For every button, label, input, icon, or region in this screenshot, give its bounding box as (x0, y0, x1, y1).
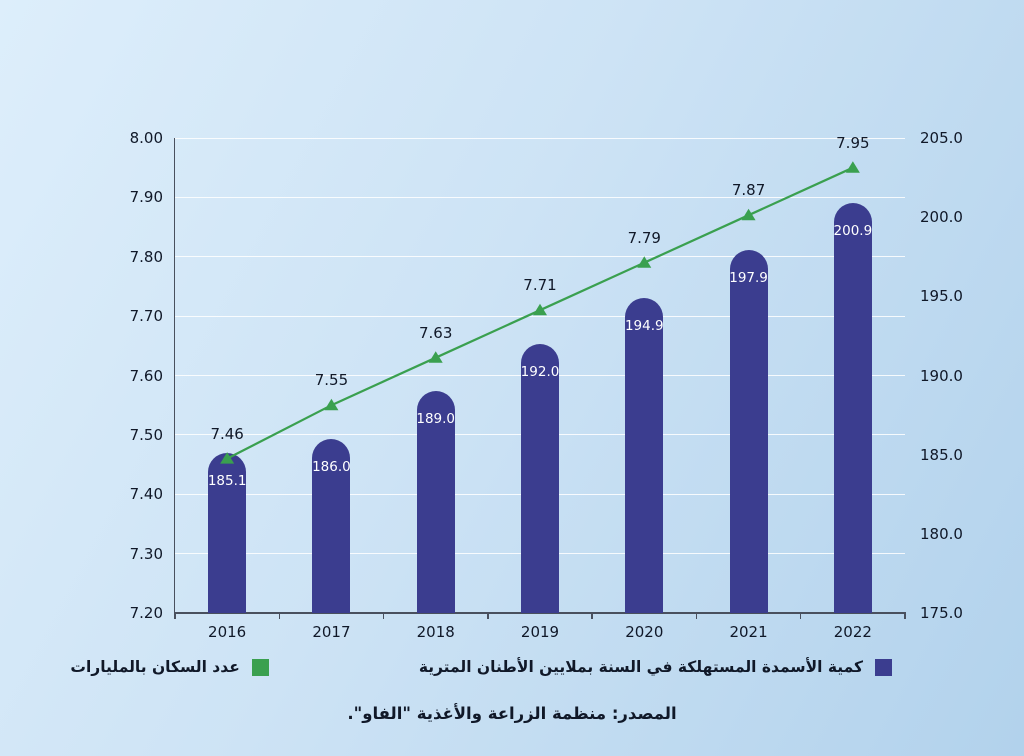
gridline (175, 315, 905, 317)
bar (521, 343, 559, 613)
legend-item-fertilizer: كمية الأسمدة المستهلكة في السنة بملايين … (419, 658, 892, 676)
x-axis-tick (695, 613, 698, 619)
legend: كمية الأسمدة المستهلكة في السنة بملايين … (70, 658, 892, 676)
bar-value-label: 189.0 (416, 411, 456, 428)
x-axis-label: 2018 (416, 623, 455, 641)
y-axis-label-left: 7.50 (129, 425, 163, 444)
x-axis-tick (174, 613, 176, 619)
bar (208, 453, 247, 613)
y-axis-label-right: 175.0 (920, 604, 963, 622)
bar-value-label: 185.1 (207, 473, 247, 490)
fertilizer-swatch-icon (875, 658, 892, 676)
population-line-layer (220, 161, 860, 464)
line-marker-icon (741, 208, 756, 221)
population-swatch-icon (251, 658, 269, 676)
bar-value-label: 186.0 (312, 458, 351, 475)
y-axis-label-right: 195.0 (920, 287, 963, 306)
y-axis-label-left: 7.90 (129, 188, 163, 207)
line-value-label: 7.95 (836, 133, 870, 152)
line-value-label: 7.55 (314, 371, 349, 390)
x-axis-label: 2019 (520, 623, 560, 641)
y-axis-label-right: 185.0 (920, 445, 963, 464)
bar (729, 250, 768, 613)
bar-value-label: 197.9 (729, 270, 768, 287)
bar (833, 202, 872, 613)
x-axis-label: 2020 (625, 623, 664, 641)
line-marker-icon (533, 303, 547, 316)
line-value-label: 7.46 (210, 424, 244, 443)
bar (416, 391, 455, 613)
plot-area: 185.1 186.0 189.0 192.0 194.9 197.9 200.9 7.46 7… (174, 134, 906, 619)
x-axis-label: 2016 (208, 623, 247, 641)
line-marker-icon (428, 351, 443, 363)
y-axis-label-right: 200.0 (920, 208, 963, 227)
y-axis-label-left: 7.80 (129, 247, 163, 266)
x-axis-label: 2022 (833, 623, 872, 641)
y-axis-label-left: 8.00 (129, 129, 163, 147)
y-axis-label-left: 7.60 (129, 366, 163, 385)
line-marker-icon (324, 398, 339, 411)
bar-value-label: 192.0 (520, 363, 560, 380)
x-axis-tick (382, 613, 385, 619)
y-axis-label-left: 7.30 (129, 544, 163, 563)
line-value-label: 7.79 (627, 228, 661, 247)
gridline (175, 256, 905, 258)
line-value-label: 7.71 (523, 276, 557, 295)
line-marker-icon (845, 161, 860, 173)
legend-label-fertilizer: كمية الأسمدة المستهلكة في السنة بملايين … (418, 658, 863, 676)
x-axis-tick (800, 613, 802, 619)
y-axis-label-left: 7.70 (129, 307, 163, 326)
gridline (175, 137, 905, 139)
y-axis-label-right: 190.0 (920, 366, 963, 385)
y-axis-label-left: 7.40 (129, 485, 163, 504)
legend-item-population: عدد السكان بالمليارات (70, 658, 269, 676)
bar-value-label: 200.9 (833, 222, 873, 239)
y-axis-line (174, 138, 176, 613)
y-axis-label-left: 7.20 (129, 604, 163, 622)
line-value-label: 7.63 (419, 323, 453, 342)
x-axis-line (174, 612, 906, 614)
line-marker-icon (220, 452, 235, 464)
y-axis-label-right: 205.0 (920, 129, 963, 147)
x-axis-tick (591, 613, 593, 619)
line-marker-icon (637, 256, 652, 268)
x-axis-tick (278, 613, 280, 619)
legend-label-population: عدد السكان بالمليارات (70, 658, 240, 676)
bar (312, 438, 351, 613)
source-caption: المصدر: منظمة الزراعة والأغذية "الفاو". (347, 704, 677, 723)
x-axis-tick (904, 613, 906, 619)
gridline (175, 196, 905, 198)
x-axis-label: 2021 (729, 623, 768, 641)
x-axis-tick (487, 613, 489, 619)
x-axis-label: 2017 (312, 623, 351, 641)
bar-value-label: 194.9 (624, 317, 664, 334)
bar (625, 297, 664, 613)
line-value-label: 7.87 (731, 181, 766, 200)
y-axis-label-right: 180.0 (920, 524, 963, 543)
